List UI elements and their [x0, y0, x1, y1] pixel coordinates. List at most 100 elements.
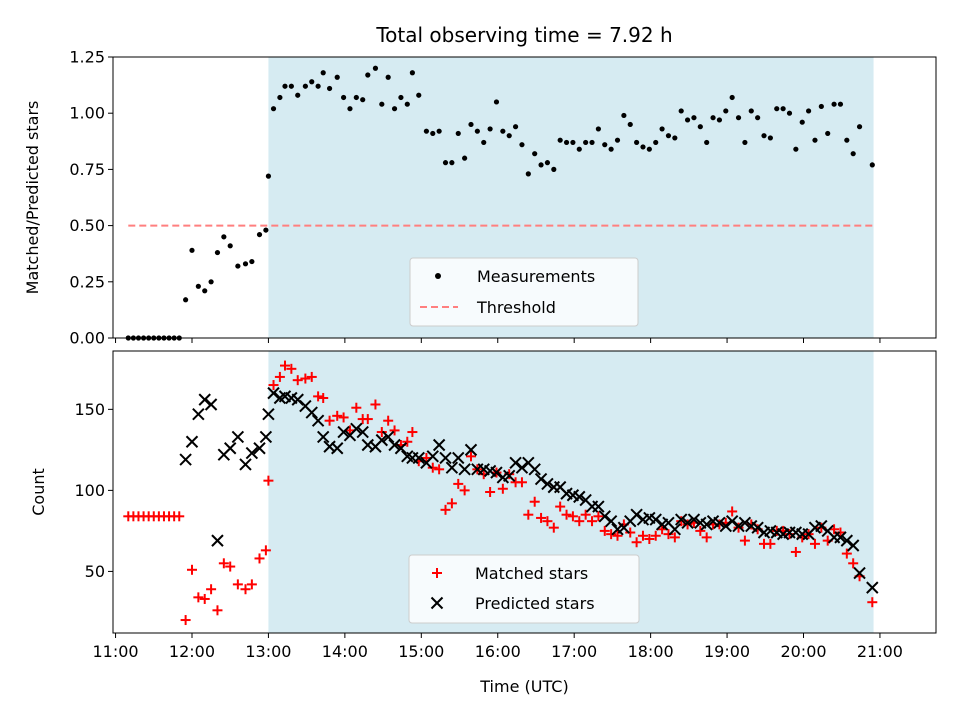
measurement-point: [653, 139, 659, 146]
matched-star-point: [555, 501, 566, 512]
x-tick-label: 14:00: [322, 642, 368, 661]
measurement-point: [742, 139, 748, 146]
measurement-point: [583, 139, 589, 146]
measurement-point: [256, 231, 263, 238]
matched-star-point: [631, 537, 642, 548]
matched-star-point: [669, 532, 680, 543]
y-tick-label: 0.75: [69, 160, 105, 179]
measurement-point: [525, 171, 531, 177]
matched-star-point: [274, 371, 285, 382]
matched-star-point: [567, 511, 578, 522]
y-tick-label: 0.25: [69, 272, 105, 291]
matched-star-point: [313, 391, 324, 402]
measurement-point: [360, 97, 366, 103]
x-tick-label: 11:00: [92, 642, 138, 661]
matched-star-point: [542, 516, 553, 527]
matched-star-point: [606, 529, 617, 540]
matched-star-point: [338, 412, 349, 423]
predicted-star-point: [253, 442, 266, 455]
predicted-star-point: [445, 461, 459, 474]
measurement-point: [850, 151, 856, 157]
matched-stars-series: [123, 360, 878, 626]
matched-star-point: [625, 527, 636, 538]
matched-star-point: [529, 496, 540, 507]
matched-star-point: [193, 592, 204, 603]
measurement-point: [202, 288, 208, 294]
x-tick-label: 17:00: [551, 642, 597, 661]
predicted-star-point: [853, 566, 866, 580]
predicted-star-point: [681, 516, 694, 530]
predicted-star-point: [185, 435, 199, 448]
predicted-star-point: [337, 425, 350, 439]
measurement-point: [398, 94, 404, 101]
measurement-point: [532, 151, 538, 157]
matched-star-point: [561, 509, 572, 520]
matched-star-point: [733, 522, 744, 533]
matched-star-point: [286, 363, 297, 374]
predicted-star-point: [192, 407, 205, 421]
y-tick-label: 100: [74, 481, 105, 500]
legend-threshold-label: Threshold: [476, 298, 556, 317]
predicted-stars-series: [179, 386, 879, 594]
ratio-panel: 0.00 0.25 0.50 0.75 1.00 1.25 Matched/Predict…: [23, 48, 937, 348]
matched-star-point: [292, 375, 303, 386]
matched-star-point: [790, 546, 801, 557]
matched-star-point: [206, 584, 217, 595]
predicted-star-point: [375, 433, 389, 447]
measurement-point: [659, 126, 665, 132]
matched-star-point: [246, 579, 257, 590]
matched-star-point: [332, 410, 343, 421]
matched-star-point: [784, 529, 795, 540]
predicted-star-point: [356, 425, 369, 439]
measurement-point: [570, 139, 576, 146]
measurement-point: [576, 146, 582, 152]
predicted-star-point: [464, 443, 478, 457]
measurement-point: [214, 249, 221, 256]
predicted-star-point: [674, 513, 688, 526]
measurement-point: [595, 126, 601, 132]
measurement-point: [404, 101, 410, 107]
predicted-star-point: [700, 518, 713, 531]
matched-star-point: [376, 427, 387, 438]
measurement-point: [602, 142, 608, 148]
matched-star-point: [440, 504, 451, 515]
predicted-star-point: [834, 531, 847, 544]
matched-star-point: [841, 548, 852, 559]
matched-star-point: [218, 558, 229, 569]
measurement-point: [277, 94, 283, 101]
measurement-point: [326, 85, 333, 92]
matched-star-point: [536, 512, 547, 523]
predicted-star-point: [630, 508, 643, 521]
measurement-point: [723, 108, 729, 114]
x-tick-label: 18:00: [628, 642, 674, 661]
predicted-star-point: [649, 513, 662, 526]
figure-title: Total observing time = 7.92 h: [375, 23, 672, 47]
measurement-point: [793, 146, 799, 152]
measurement-point: [761, 133, 767, 139]
measurement-point: [416, 92, 422, 98]
predicted-star-point: [528, 463, 541, 476]
matched-star-point: [254, 553, 265, 564]
measurement-point: [334, 74, 340, 80]
measurement-point: [640, 144, 646, 150]
measurement-point: [755, 115, 761, 121]
predicted-star-point: [311, 414, 325, 427]
measurement-point: [551, 166, 557, 172]
measurement-point: [544, 160, 551, 166]
predicted-star-point: [866, 581, 879, 594]
measurement-point: [430, 130, 436, 137]
matched-star-point: [324, 415, 335, 426]
predicted-star-point: [211, 534, 224, 547]
ratio-x-ticks: [115, 338, 881, 343]
matched-star-point: [548, 522, 559, 533]
measurement-point: [506, 133, 512, 139]
predicted-star-point: [668, 523, 682, 536]
measurement-point: [716, 117, 723, 123]
matched-star-point: [260, 545, 271, 556]
predicted-star-point: [846, 539, 860, 552]
measurement-point: [474, 128, 480, 134]
legend-plus-glyph: [432, 568, 442, 578]
predicted-star-point: [394, 442, 408, 455]
x-tick-label: 16:00: [475, 642, 521, 661]
